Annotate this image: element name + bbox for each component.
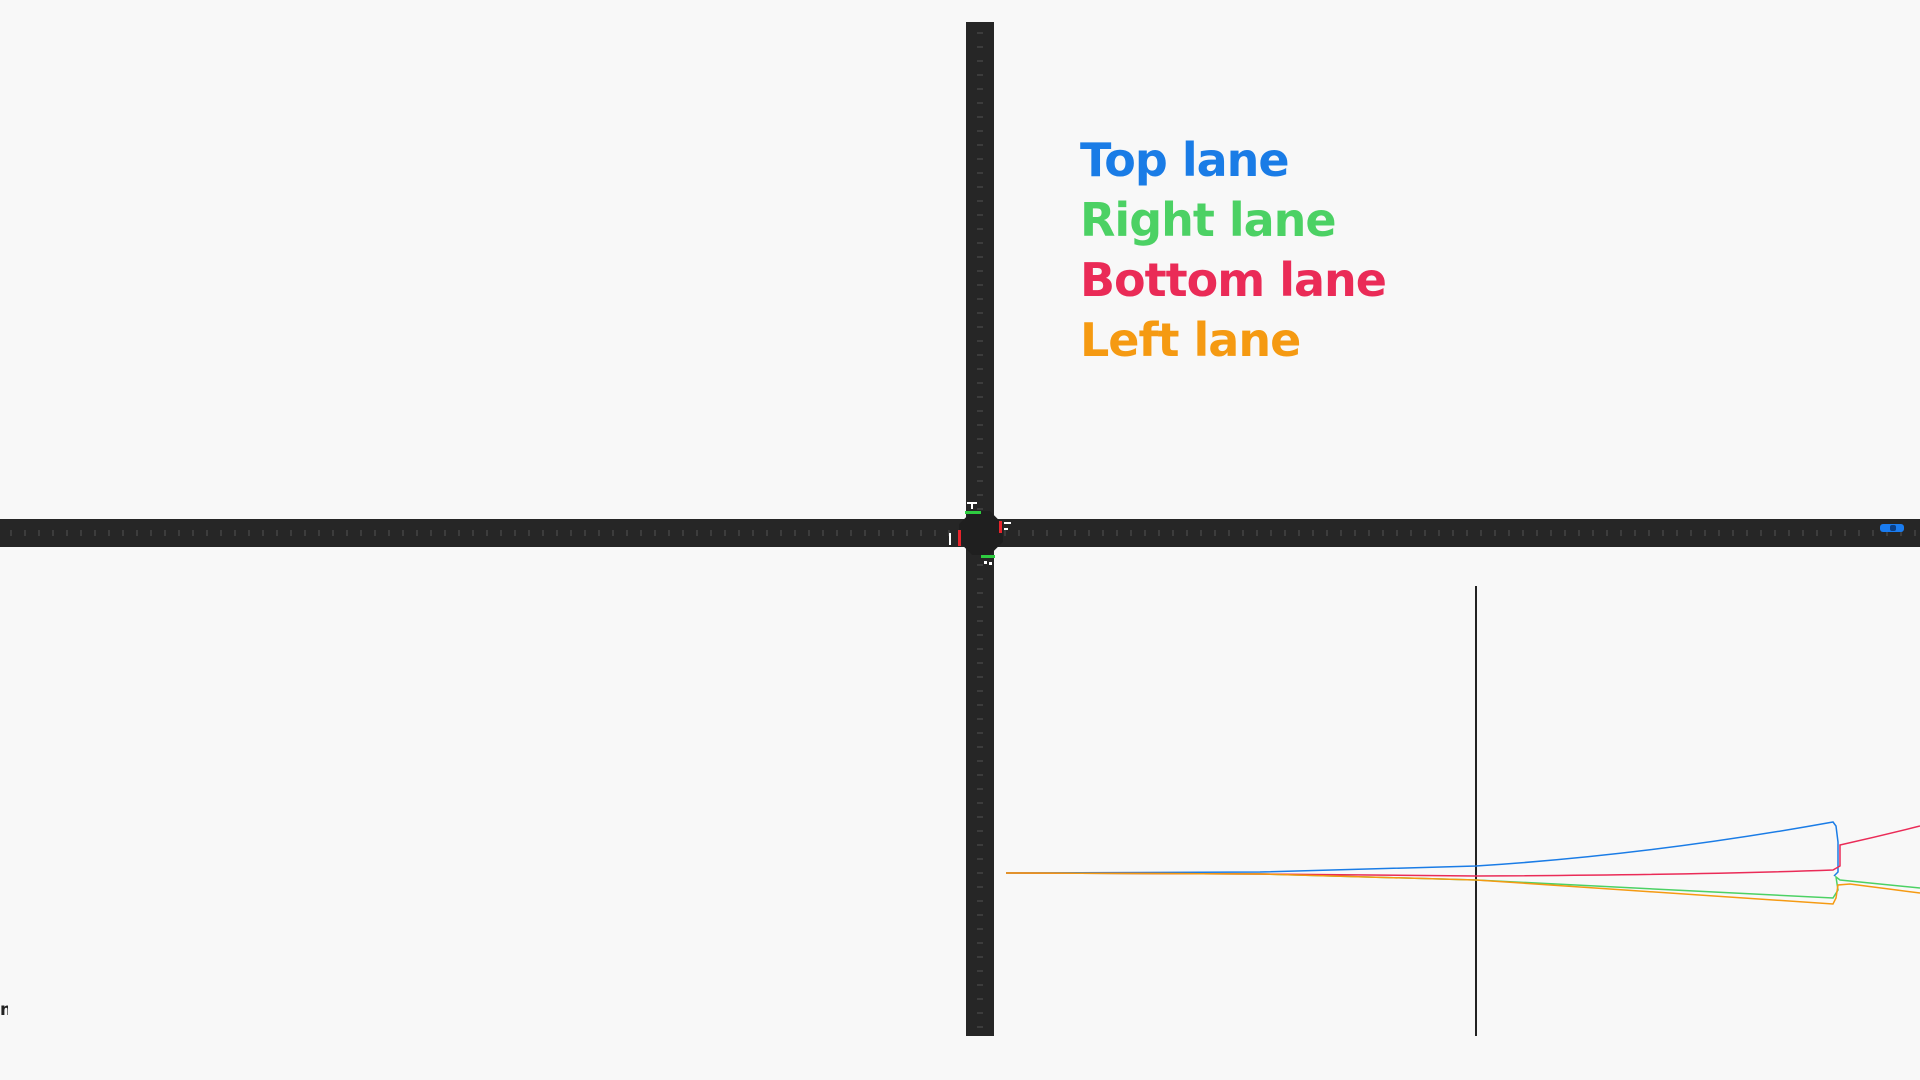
series-line-bottom-lane [1005,825,1920,877]
stop-line-left [949,533,951,545]
traffic-light-right [999,521,1002,533]
traffic-light-top [965,511,981,514]
series-line-left-lane [1005,872,1920,905]
series-line-top-lane [1005,821,1839,877]
stop-line-bottom-dot [989,562,992,565]
series-line-right-lane [1005,872,1920,899]
legend-left-lane: Left lane [1080,313,1301,367]
traffic-light-bottom [981,555,995,558]
stop-line-top-stem [971,502,973,509]
corner-label: m [0,1000,8,1020]
intersection [959,511,1003,555]
lane-legend: Top lane Right lane Bottom lane Left lan… [1080,130,1387,370]
stop-line-right [1004,522,1011,524]
legend-top-lane: Top lane [1080,133,1290,187]
stop-line-right-short [1004,528,1008,530]
legend-right-lane: Right lane [1080,193,1337,247]
stop-line-bottom [984,561,987,564]
legend-bottom-lane: Bottom lane [1080,253,1387,307]
car-window [1890,525,1896,531]
traffic-light-left [958,530,961,546]
